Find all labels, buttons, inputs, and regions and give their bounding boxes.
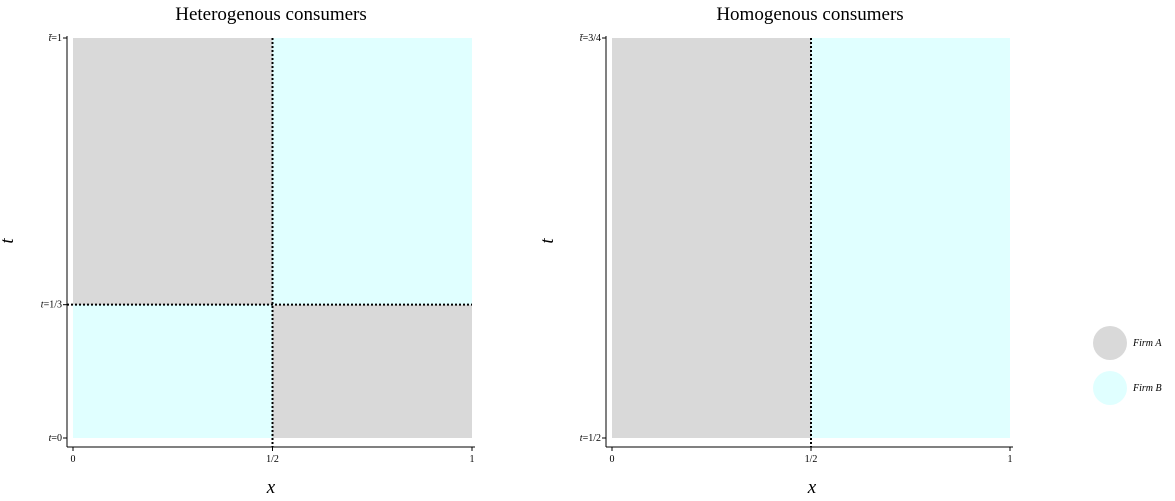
region-firm-a bbox=[73, 38, 273, 305]
region-firm-b bbox=[272, 38, 472, 305]
chart-title: Homogenous consumers bbox=[716, 4, 903, 25]
legend-swatch-firm-a bbox=[1093, 326, 1127, 360]
chart-homogenous: Homogenous consumers 0 1/2 1 t=1/2 t̄=3/4 x t bbox=[537, 4, 1013, 498]
region-firm-b bbox=[73, 304, 273, 438]
legend-label: Firm B bbox=[1132, 383, 1162, 394]
y-axis-label: t bbox=[537, 238, 558, 244]
x-tick-label: 0 bbox=[610, 454, 615, 465]
x-tick-label: 1/2 bbox=[805, 454, 818, 465]
legend-swatch-firm-b bbox=[1093, 371, 1127, 405]
x-axis-label: x bbox=[807, 477, 817, 498]
region-firm-a bbox=[272, 304, 472, 438]
x-axis-label: x bbox=[266, 477, 276, 498]
x-tick-label: 1 bbox=[1008, 454, 1013, 465]
y-tick-label: t=1/2 bbox=[580, 433, 601, 444]
y-tick-label: t̄=1 bbox=[49, 33, 62, 44]
x-tick-label: 1 bbox=[470, 454, 475, 465]
legend: Firm A Firm B bbox=[1093, 326, 1162, 405]
x-tick-label: 1/2 bbox=[266, 454, 279, 465]
y-tick-label: t=0 bbox=[49, 433, 62, 444]
chart-title: Heterogenous consumers bbox=[175, 4, 367, 25]
chart-heterogenous: Heterogenous consumers 0 1/2 1 t=0 t=1/3 t̄=1 x… bbox=[0, 4, 475, 498]
y-tick-label: t=1/3 bbox=[41, 300, 62, 311]
x-tick-label: 0 bbox=[71, 454, 76, 465]
legend-label: Firm A bbox=[1132, 338, 1162, 349]
y-tick-label: t̄=3/4 bbox=[580, 33, 601, 44]
region-firm-a bbox=[612, 38, 811, 438]
y-axis-label: t bbox=[0, 238, 18, 244]
region-firm-b bbox=[811, 38, 1010, 438]
